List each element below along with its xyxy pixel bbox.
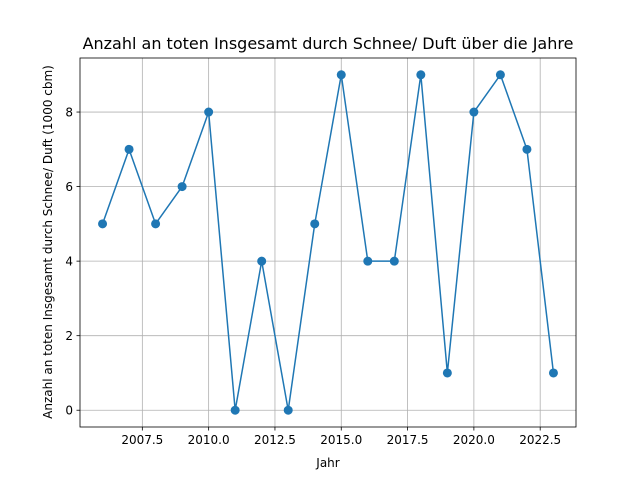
data-point [548, 368, 558, 378]
data-point [204, 107, 214, 117]
data-point [336, 70, 346, 80]
x-tick-label: 2012.5 [254, 433, 296, 447]
data-point [363, 256, 373, 266]
data-point [416, 70, 426, 80]
y-axis-label: Anzahl an toten Insgesamt durch Schnee/ … [41, 65, 55, 419]
x-tick-label: 2020.0 [453, 433, 495, 447]
y-axis-ticks: 0 2 4 6 8 [65, 106, 80, 418]
data-point [442, 368, 452, 378]
data-point [469, 107, 479, 117]
data-point [495, 70, 505, 80]
data-points [98, 70, 558, 415]
series-line [101, 74, 555, 411]
x-tick-label: 2017.5 [387, 433, 429, 447]
data-point [310, 219, 320, 229]
y-tick-label: 2 [65, 329, 73, 343]
y-tick-label: 0 [65, 404, 73, 418]
data-point [283, 405, 293, 415]
data-point [389, 256, 399, 266]
data-point [151, 219, 161, 229]
x-tick-label: 2022.5 [519, 433, 561, 447]
series-line-path [101, 74, 555, 411]
data-point [230, 405, 240, 415]
chart-title: Anzahl an toten Insgesamt durch Schnee/ … [83, 34, 574, 53]
data-point [177, 182, 187, 192]
x-axis-ticks: 2007.5 2010.0 2012.5 2015.0 2017.5 2020.0 2022… [121, 427, 561, 447]
x-tick-label: 2007.5 [121, 433, 163, 447]
data-point [124, 144, 134, 154]
y-tick-label: 6 [65, 180, 73, 194]
y-tick-label: 4 [65, 255, 73, 269]
x-axis-label: Jahr [315, 456, 339, 470]
y-tick-label: 8 [65, 106, 73, 120]
x-tick-label: 2010.0 [188, 433, 230, 447]
x-tick-label: 2015.0 [320, 433, 362, 447]
data-point [522, 144, 532, 154]
data-point [98, 219, 108, 229]
data-point [257, 256, 267, 266]
plot-frame [79, 57, 577, 428]
